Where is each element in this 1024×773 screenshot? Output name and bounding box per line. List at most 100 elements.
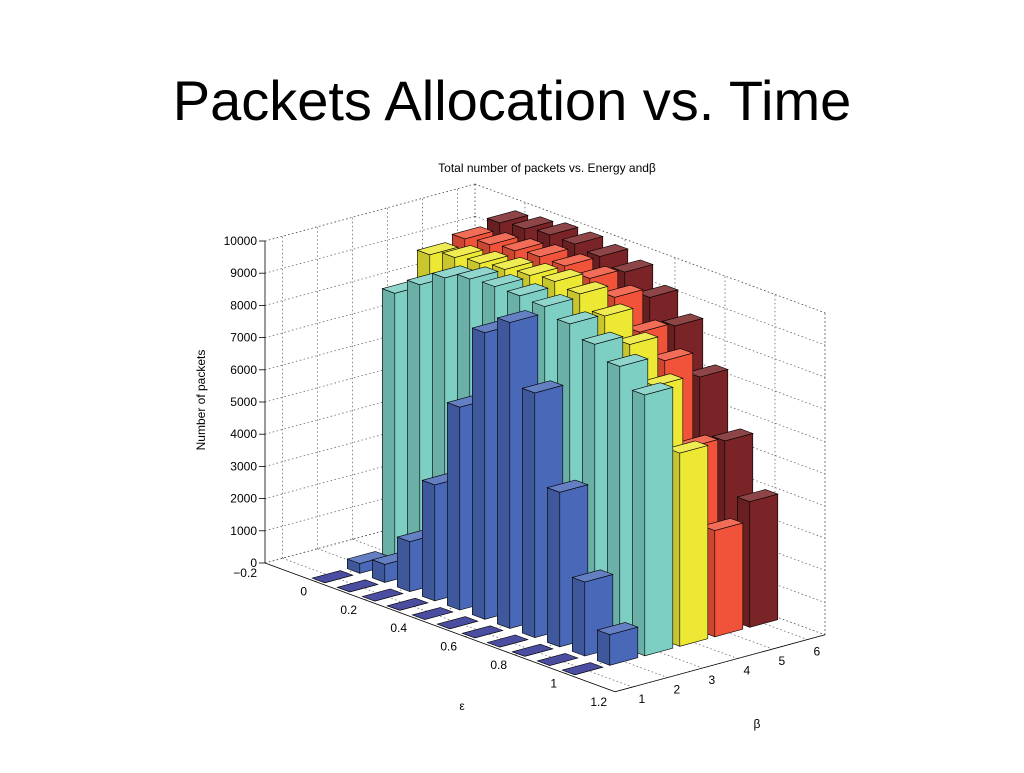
bar-top [546,479,589,493]
x-tick-label: 0.2 [340,603,357,617]
y-tick-label: 2 [674,683,681,697]
y-axis-label: β [754,717,761,731]
bar-top [536,653,579,666]
bar-side [421,479,436,602]
x-tick-label: 0.6 [440,640,457,654]
z-tick-label: 10000 [224,234,258,248]
z-tick-label: 1000 [230,524,257,538]
bar-top [611,259,654,273]
bar-side [406,279,421,574]
bar-side [396,536,411,593]
bar-top [436,616,479,630]
bar-top [361,588,404,602]
bar-side [496,317,511,629]
bar-front [749,493,779,628]
bar-top [461,625,504,639]
bar-top [541,268,584,282]
bar-top [641,373,684,387]
bar-top [591,303,634,317]
bar-top [711,428,754,442]
bar-top [491,256,534,270]
z-tick-label: 4000 [230,427,257,441]
bar-front [679,445,709,647]
z-axis-label: Number of packets [194,350,208,451]
bar-top [496,310,539,323]
bar-top [386,597,429,611]
z-tick-label: 6000 [230,363,257,377]
bar-top [596,622,639,636]
bar-top [576,265,619,279]
bar-side [446,402,461,611]
bar-top [626,319,669,333]
bar-side [521,387,536,639]
bar-side [546,487,561,648]
y-tick-label: 4 [744,664,751,678]
bar-top [551,253,594,267]
bar-top [536,222,579,236]
bar-top [666,440,709,454]
slide-title: Packets Allocation vs. Time [173,69,852,132]
bar-top [601,284,644,298]
x-tick-label: 0 [300,584,307,598]
x-axis-label: ε [459,699,465,713]
bar-top [661,313,704,327]
bar-top [476,232,519,246]
z-tick-label: 0 [250,556,257,570]
bar-top [506,283,549,297]
bar-top [486,634,529,648]
bar-side [381,288,396,565]
x-tick-label: 1 [550,676,557,690]
bar-top [511,643,554,657]
bar-top [651,348,694,362]
bar-top [561,231,604,245]
bar-top [566,281,609,295]
y-tick-label: 3 [709,673,716,687]
bar-top [456,266,499,280]
bar-top [441,245,484,258]
y-axis [614,634,826,693]
bar-top [526,244,569,258]
bar-top [586,243,629,257]
chart-title: Total number of packets vs. Energy andβ [438,161,656,175]
bar-top [481,274,524,287]
bar-top [736,489,779,503]
bar-top [521,380,564,394]
bar-top [606,353,649,367]
z-tick-label: 3000 [230,459,257,473]
bar-front [644,386,674,657]
z-tick-label: 7000 [230,331,257,345]
bar-top [501,238,544,252]
grid-line [264,183,476,242]
bar-side [471,327,486,620]
y-tick-label: 6 [814,645,821,659]
x-tick-label: 1.2 [590,695,607,709]
bar-top [686,364,729,378]
bar-front [714,522,744,638]
bar-side [571,576,586,657]
grid-line [264,215,476,274]
z-tick-label: 5000 [230,395,257,409]
bar-top [556,311,599,325]
bar-top [311,570,354,584]
bar-side [631,389,646,657]
bar-top [466,250,509,264]
bar-top [411,607,454,620]
x-tick-label: 0.4 [390,621,407,635]
bar-top [616,331,659,345]
bar-top [531,294,574,307]
y-tick-label: 1 [639,692,646,706]
bar-top [516,262,559,276]
bar-top [571,569,614,583]
bar-side [596,629,611,666]
bar-top [451,226,494,240]
bar-top [701,517,744,531]
bar-top [636,284,679,298]
bar-top [561,662,604,676]
bar-top [511,216,554,230]
z-tick-label: 2000 [230,492,257,506]
bar-top [336,579,379,593]
bar-top [631,382,674,396]
z-tick-label: 8000 [230,298,257,312]
y-tick-label: 5 [779,654,786,668]
